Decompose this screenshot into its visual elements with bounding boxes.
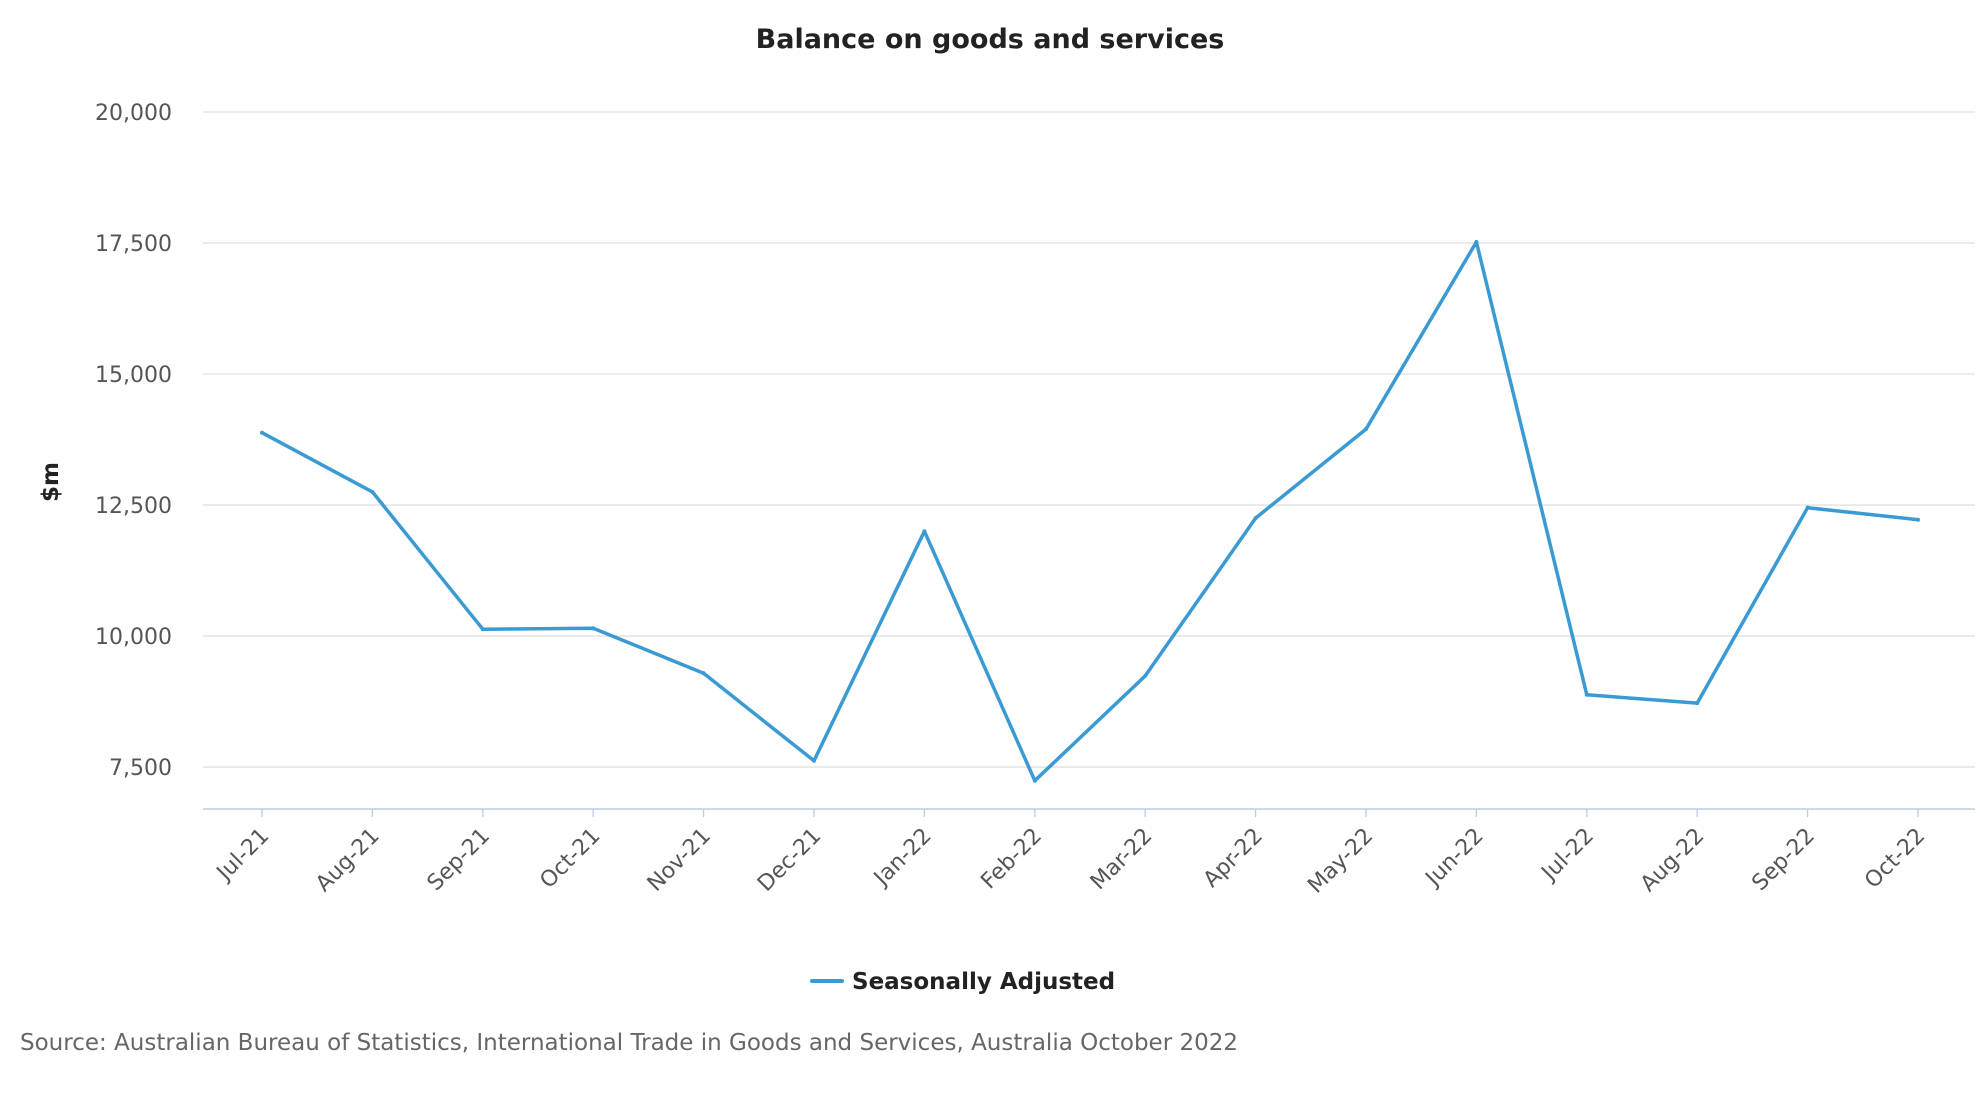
x-tick-label: May-22 [1303, 824, 1378, 899]
gridlines [203, 111, 1975, 768]
data-point [701, 671, 706, 676]
y-axis-ticks: 7,500 10,000 12,500 15,000 17,500 20,000 [95, 101, 172, 781]
legend-label-seasonally-adjusted: Seasonally Adjusted [852, 969, 1115, 995]
data-point [812, 758, 816, 763]
x-tick-label: Aug-22 [1636, 824, 1709, 897]
data-point [1143, 673, 1148, 678]
data-point [1584, 692, 1589, 697]
x-axis-ticks: Jul-21 Aug-21 Sep-21 Oct-21 Nov-21 Dec-21 Jan-… [211, 809, 1930, 899]
data-point [1916, 517, 1920, 522]
x-tick-label: Mar-22 [1086, 824, 1157, 895]
data-point [1032, 778, 1037, 783]
series-line [260, 240, 1920, 783]
series-layer [260, 239, 1920, 783]
x-tick-label: Jun-22 [1420, 824, 1489, 893]
x-tick-label: Sep-21 [423, 824, 495, 896]
x-tick-label: Apr-22 [1199, 824, 1268, 893]
data-point [1805, 505, 1810, 510]
y-tick-label: 12,500 [95, 494, 172, 519]
x-tick-label: Aug-21 [311, 824, 384, 897]
source-note: Source: Australian Bureau of Statistics,… [20, 1030, 1239, 1056]
legend[interactable]: Seasonally Adjusted [810, 969, 1115, 995]
data-point [1253, 516, 1258, 521]
x-tick-label: Sep-22 [1747, 824, 1819, 896]
x-tick-label: Oct-21 [535, 824, 605, 894]
x-tick-label: Jul-21 [211, 824, 274, 887]
data-point [370, 489, 375, 494]
data-point [1474, 239, 1479, 244]
y-tick-label: 15,000 [95, 363, 172, 388]
x-tick-label: Feb-22 [976, 824, 1047, 895]
data-point [591, 626, 596, 631]
y-tick-label: 10,000 [95, 625, 172, 650]
data-point [1695, 701, 1700, 706]
x-tick-label: Dec-21 [753, 824, 826, 897]
y-tick-label: 7,500 [109, 756, 172, 781]
chart-title: Balance on goods and services [756, 24, 1225, 55]
x-tick-label: Nov-21 [643, 824, 716, 897]
y-tick-label: 20,000 [95, 101, 172, 126]
data-point [922, 529, 927, 534]
y-tick-label: 17,500 [95, 232, 172, 257]
x-tick-label: Oct-22 [1860, 824, 1930, 894]
data-point [480, 627, 485, 632]
x-tick-label: Jul-22 [1536, 824, 1599, 887]
y-axis-title: $m [38, 462, 64, 502]
data-point [260, 430, 264, 435]
x-tick-label: Jan-22 [868, 824, 936, 892]
data-point [1364, 427, 1368, 432]
